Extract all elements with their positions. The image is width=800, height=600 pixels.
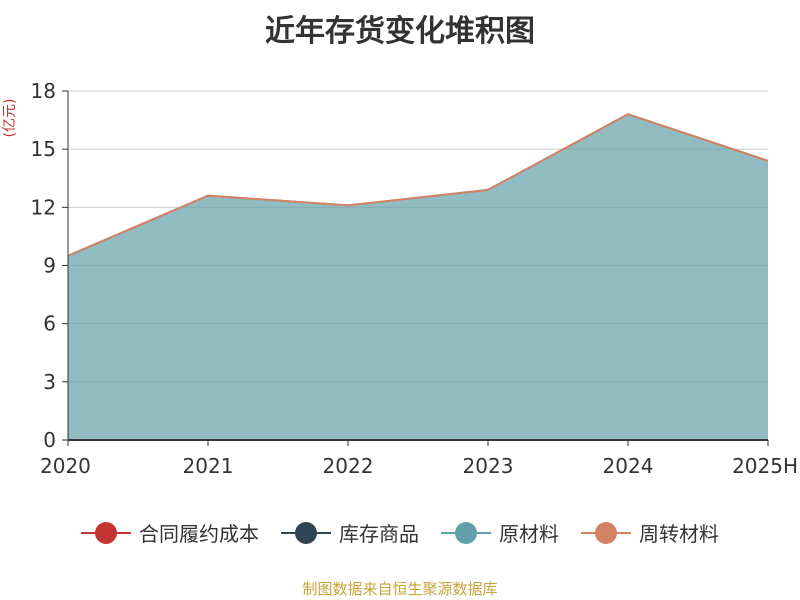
y-tick-label: 18: [31, 79, 56, 103]
area-series: [67, 113, 769, 441]
x-tick-label: 2024: [603, 454, 654, 478]
y-tick-label: 12: [31, 195, 56, 219]
y-axis-label: (亿元): [2, 99, 18, 138]
x-tick-label: 2022: [323, 454, 374, 478]
legend-label: 原材料: [499, 522, 559, 546]
legend-item[interactable]: 合同履约成本: [81, 518, 259, 547]
y-tick-label: 9: [43, 254, 56, 278]
data-source-note: 制图数据来自恒生聚源数据库: [302, 580, 498, 598]
legend-marker: [81, 521, 131, 545]
x-tick-label: 2020: [40, 454, 91, 478]
legend-marker: [281, 521, 331, 545]
legend-item[interactable]: 原材料: [441, 518, 559, 547]
y-axis-ticks: 0 3 6 9 12 15 18: [31, 79, 68, 452]
legend-item[interactable]: 周转材料: [581, 518, 719, 547]
legend-item[interactable]: 库存商品: [281, 518, 419, 547]
legend-marker: [581, 521, 631, 545]
legend-label: 库存商品: [339, 522, 419, 546]
x-tick-label: 2023: [463, 454, 514, 478]
y-tick-label: 3: [43, 370, 56, 394]
legend: 合同履约成本 库存商品 原材料 周转材料: [0, 518, 800, 547]
x-tick-label: 2025H: [732, 454, 798, 478]
y-tick-label: 6: [43, 312, 56, 336]
x-axis-ticks: 2020 2021 2022 2023 2024 2025H: [40, 440, 798, 478]
line-周转材料: [67, 113, 769, 257]
legend-marker: [441, 521, 491, 545]
legend-label: 周转材料: [639, 522, 719, 546]
legend-label: 合同履约成本: [139, 522, 259, 546]
area-原材料: [68, 114, 768, 441]
x-tick-label: 2021: [183, 454, 234, 478]
y-tick-label: 0: [43, 428, 56, 452]
y-tick-label: 15: [31, 137, 56, 161]
chart-title: 近年存货变化堆积图: [265, 14, 535, 49]
